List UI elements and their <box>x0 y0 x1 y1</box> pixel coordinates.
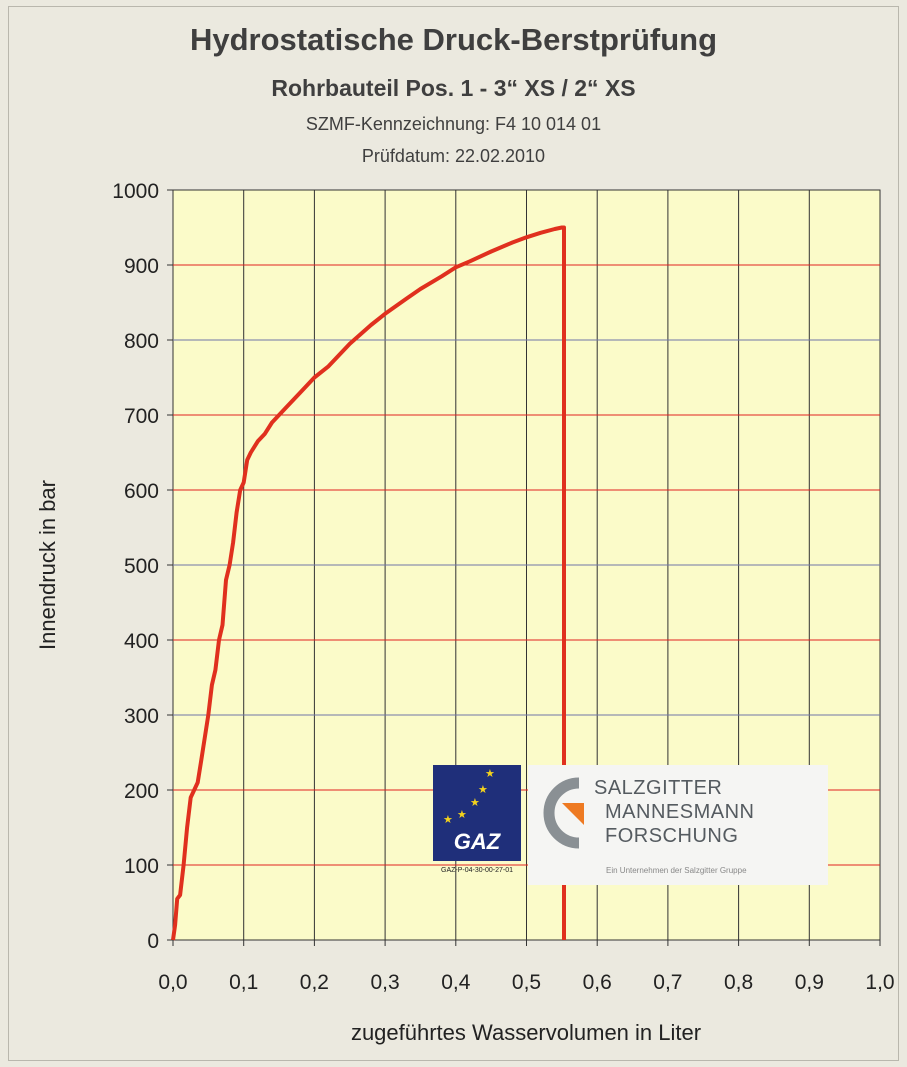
x-tick-label: 0,8 <box>724 971 753 994</box>
chart-subtitle: Rohrbauteil Pos. 1 - 3“ XS / 2“ XS <box>271 75 636 101</box>
y-tick-label: 200 <box>124 780 159 803</box>
y-tick-label: 600 <box>124 480 159 503</box>
chart-frame <box>8 6 899 1061</box>
series-group <box>171 225 566 941</box>
smf-line-1: SALZGITTER <box>594 777 723 799</box>
x-tick-label: 0,6 <box>583 971 612 994</box>
y-tick-label: 700 <box>124 405 159 428</box>
gaz-registration: GAZ-P-04-30-00-27-01 <box>441 867 513 874</box>
y-tick-label: 100 <box>124 855 159 878</box>
y-tick-label: 500 <box>124 555 159 578</box>
y-tick-label: 400 <box>124 630 159 653</box>
series-line <box>171 225 566 941</box>
test-date-text: Prüfdatum: 22.02.2010 <box>361 146 546 166</box>
x-axis-ticks: 0,0 0,1 0,2 0,3 0,4 0,5 0,6 0,7 0,8 0,9 1,0 <box>158 940 895 994</box>
y-tick-label: 1000 <box>112 180 159 203</box>
x-axis-label: zugeführtes Wasservolumen in Liter <box>351 1020 701 1045</box>
smf-line-3: FORSCHUNG <box>605 825 739 847</box>
star-icon: ★ <box>457 809 467 821</box>
x-tick-label: 0,9 <box>795 971 824 994</box>
y-tick-label: 300 <box>124 705 159 728</box>
gaz-logo-text: GAZ <box>453 829 501 854</box>
y-axis-ticks: 0 100 200 300 400 500 600 700 800 900 1000 <box>112 180 173 953</box>
star-icon: ★ <box>485 768 495 780</box>
smf-tagline: Ein Unternehmen der Salzgitter Gruppe <box>606 866 747 875</box>
y-tick-label: 900 <box>124 255 159 278</box>
x-tick-label: 0,0 <box>158 971 187 994</box>
x-tick-label: 0,1 <box>229 971 258 994</box>
star-icon: ★ <box>478 784 488 796</box>
star-icon: ★ <box>443 814 453 826</box>
x-tick-label: 0,3 <box>370 971 399 994</box>
y-axis-label: Innendruck in bar <box>35 480 60 650</box>
gaz-logo-box: ★ ★ ★ ★ ★ GAZ <box>433 765 521 861</box>
x-tick-label: 0,2 <box>300 971 329 994</box>
gaz-logo: ★ ★ ★ ★ ★ GAZ GAZ-P-04-30-00-27-01 <box>433 765 521 885</box>
y-tick-label: 0 <box>147 930 159 953</box>
chart-title: Hydrostatische Druck-Berstprüfung <box>189 22 718 57</box>
smf-line-2: MANNESMANN <box>605 801 755 823</box>
smf-logo: SALZGITTER MANNESMANN FORSCHUNG Ein Unte… <box>528 765 828 885</box>
x-tick-label: 0,5 <box>512 971 541 994</box>
star-icon: ★ <box>470 797 480 809</box>
x-tick-label: 0,7 <box>653 971 682 994</box>
x-tick-label: 1,0 <box>865 971 894 994</box>
smf-ring-icon <box>543 777 584 849</box>
y-tick-label: 800 <box>124 330 159 353</box>
marking-text: SZMF-Kennzeichnung: F4 10 014 01 <box>305 114 602 134</box>
x-tick-label: 0,4 <box>441 971 471 994</box>
